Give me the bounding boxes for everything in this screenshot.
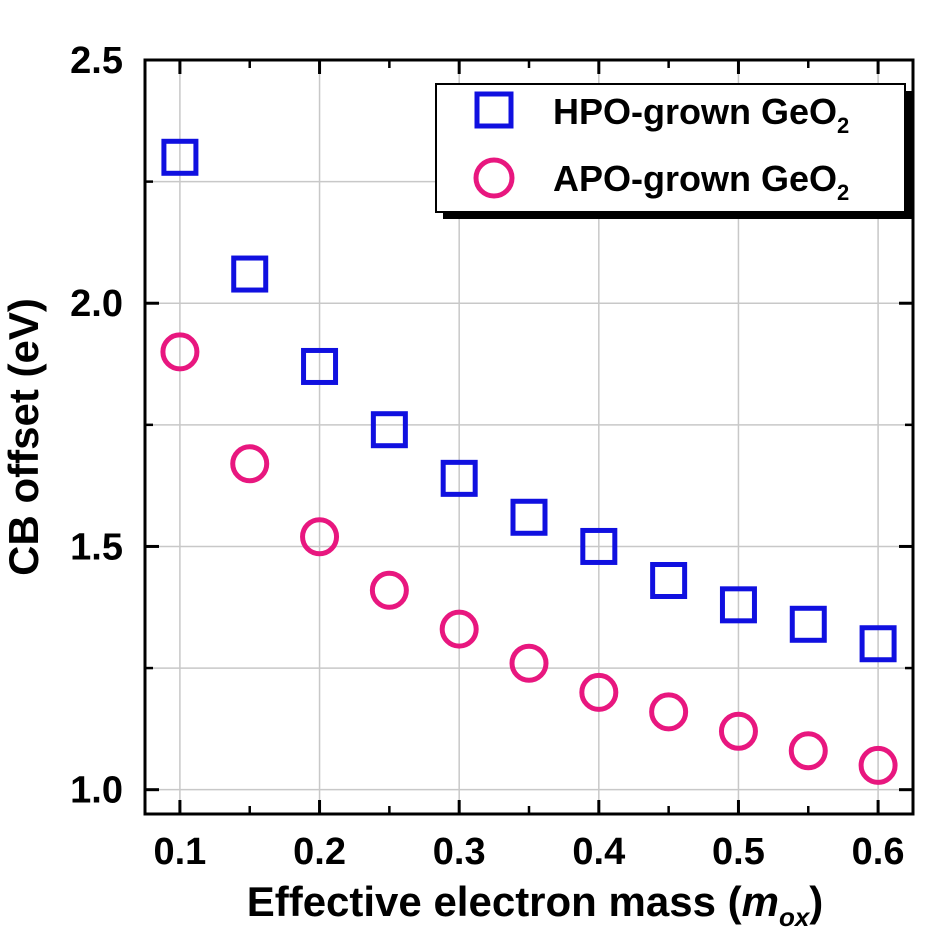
x-tick-label: 0.1 — [153, 831, 206, 873]
x-tick-label: 0.4 — [572, 831, 625, 873]
y-tick-label: 2.0 — [70, 283, 123, 325]
circle-marker — [579, 672, 619, 712]
legend-marker-apo — [473, 157, 515, 199]
series-0 — [161, 138, 897, 663]
circle-marker — [718, 711, 758, 751]
legend-label-apo: APO-grown GeO2 — [553, 158, 849, 205]
square-marker — [859, 625, 897, 663]
x-axis-label: Effective electron mass (mox) — [247, 878, 824, 932]
circle-marker — [439, 609, 479, 649]
y-tick-label: 1.5 — [70, 526, 123, 568]
y-tick-label: 2.5 — [70, 40, 123, 82]
y-axis-label: CB offset (eV) — [0, 298, 47, 576]
circle-marker — [369, 570, 409, 610]
square-marker — [789, 605, 827, 643]
data-marks — [160, 138, 898, 785]
legend: HPO-grown GeO2 APO-grown GeO2 — [435, 83, 912, 219]
circle-marker — [230, 444, 270, 484]
square-marker — [301, 347, 339, 385]
square-marker — [231, 255, 269, 293]
circle-marker — [509, 643, 549, 683]
circle-marker — [788, 731, 828, 771]
circle-marker — [649, 692, 689, 732]
legend-marker-hpo — [474, 91, 514, 129]
circle-marker — [300, 517, 340, 557]
legend-label-hpo: HPO-grown GeO2 — [553, 91, 849, 138]
square-marker — [580, 527, 618, 565]
circle-marker — [160, 332, 200, 372]
square-marker — [719, 586, 757, 624]
square-marker — [510, 498, 548, 536]
y-tick-label: 1.0 — [70, 770, 123, 812]
x-tick-label: 0.3 — [433, 831, 486, 873]
x-tick-label: 0.6 — [852, 831, 905, 873]
square-marker — [440, 459, 478, 497]
circle-marker — [858, 745, 898, 785]
legend-box — [435, 83, 906, 213]
x-tick-label: 0.5 — [712, 831, 765, 873]
series-1 — [160, 332, 898, 785]
x-tick-label: 0.2 — [293, 831, 346, 873]
axis-ticks: 0.1 0.2 0.3 0.4 0.5 0.6 1.0 1.5 2.0 2.5 — [70, 40, 913, 873]
square-marker — [370, 411, 408, 449]
square-marker — [161, 138, 199, 176]
square-marker — [650, 562, 688, 600]
